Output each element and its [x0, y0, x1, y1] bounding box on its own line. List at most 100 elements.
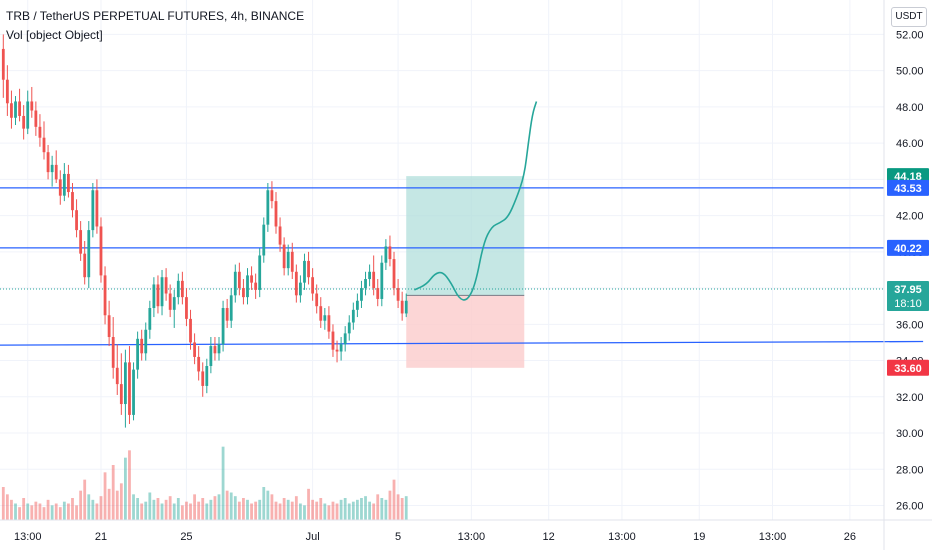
level-price-label-bg: [887, 179, 929, 196]
candle-body: [209, 346, 213, 366]
volume-bar: [103, 472, 107, 520]
candle: [79, 221, 83, 261]
volume-bar: [148, 492, 152, 520]
candle: [14, 96, 17, 126]
candle: [156, 275, 160, 314]
candle: [315, 284, 319, 314]
loss-zone[interactable]: [406, 295, 525, 368]
candle-body: [274, 201, 278, 227]
candle: [152, 277, 156, 318]
stop-price-label: 33.60: [887, 359, 929, 376]
candle-body: [282, 244, 286, 269]
candle: [75, 199, 78, 238]
candle: [46, 144, 50, 180]
profit-zone[interactable]: [406, 176, 525, 296]
candle-body: [75, 210, 78, 231]
candle-body: [128, 362, 131, 415]
symbol-title[interactable]: TRB / TetherUS PERPETUAL FUTURES, 4h, BI…: [6, 9, 305, 23]
candle-body: [294, 271, 298, 296]
candle: [71, 182, 74, 218]
candle-body: [42, 137, 46, 153]
volume-bar: [315, 501, 319, 520]
candle: [111, 317, 115, 379]
candle-body: [335, 349, 339, 352]
volume-bar: [26, 503, 30, 520]
volume-bar: [79, 490, 83, 520]
volume-bar: [270, 494, 274, 520]
candle: [91, 182, 95, 238]
currency-button[interactable]: USDT: [891, 7, 927, 27]
stop-price-label-text: 33.60: [894, 363, 922, 375]
volume-indicator-label[interactable]: Vol [object Object]: [6, 28, 103, 42]
candle-body: [201, 371, 205, 386]
volume-bar: [323, 503, 327, 520]
candle-body: [311, 277, 315, 294]
candlesticks: [1, 34, 408, 428]
candle-body: [197, 356, 201, 372]
volume-bar: [339, 499, 343, 520]
volume-bar: [119, 483, 123, 520]
candle-body: [392, 259, 396, 289]
volume-bar: [274, 501, 278, 520]
volume-bar: [364, 496, 367, 520]
volume-bar: [294, 496, 298, 520]
candle: [160, 269, 164, 316]
candle: [258, 248, 262, 298]
candle: [327, 306, 331, 339]
volume-bar: [258, 499, 262, 520]
volume-bar: [160, 503, 164, 520]
candle-body: [18, 101, 21, 116]
candle-body: [62, 173, 66, 196]
level-price-label: 43.53: [887, 179, 929, 196]
candle: [372, 255, 376, 296]
volume-bar: [242, 498, 245, 520]
candle: [294, 264, 298, 303]
candle-body: [34, 110, 38, 127]
projected-path[interactable]: [414, 101, 538, 301]
candle: [217, 337, 221, 361]
candle-body: [193, 342, 196, 357]
volume-bars: [1, 446, 408, 520]
candle: [339, 337, 343, 361]
volume-bar: [172, 503, 176, 520]
candle-body: [307, 260, 310, 278]
candle-body: [156, 284, 160, 307]
volume-bar: [213, 496, 217, 520]
level-price-label: 40.22: [887, 239, 929, 256]
candle: [50, 155, 54, 187]
volume-bar: [193, 494, 196, 520]
candle-body: [160, 277, 164, 307]
long-position-tool[interactable]: [406, 176, 525, 368]
projection-path[interactable]: [414, 101, 538, 301]
candle-body: [189, 318, 192, 343]
candle: [400, 291, 404, 321]
volume-bar: [71, 498, 74, 520]
volume-bar: [144, 501, 148, 520]
candle-body: [176, 280, 180, 298]
candle: [213, 337, 217, 361]
time-tick-label: 13:00: [14, 531, 42, 543]
price-tick-label: 46.00: [896, 138, 924, 150]
candle-body: [262, 224, 266, 256]
candle: [18, 88, 21, 122]
volume-bar: [311, 499, 315, 520]
candle-body: [54, 164, 58, 180]
candle-body: [205, 365, 209, 386]
time-tick-label: 21: [95, 531, 107, 543]
candle-body: [185, 297, 188, 319]
candle-body: [46, 152, 50, 173]
candle: [331, 324, 335, 357]
volume-bar: [376, 494, 380, 520]
price-tick-label: 30.00: [896, 428, 924, 440]
candle-body: [400, 300, 404, 314]
candle: [164, 268, 168, 301]
volume-bar: [62, 501, 66, 520]
candle-body: [103, 275, 107, 316]
candle-body: [327, 315, 331, 332]
time-tick-label: 13:00: [458, 531, 486, 543]
volume-bar: [368, 501, 371, 520]
candle: [233, 264, 237, 303]
candle-body: [148, 308, 152, 330]
candle-body: [26, 101, 30, 129]
